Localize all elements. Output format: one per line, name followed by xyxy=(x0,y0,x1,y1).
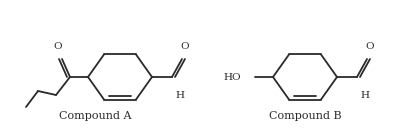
Text: O: O xyxy=(54,42,62,51)
Text: O: O xyxy=(181,42,189,51)
Text: H: H xyxy=(176,91,184,100)
Text: Compound B: Compound B xyxy=(269,111,341,121)
Text: O: O xyxy=(366,42,374,51)
Text: HO: HO xyxy=(223,72,241,82)
Text: H: H xyxy=(360,91,370,100)
Text: Compound A: Compound A xyxy=(59,111,131,121)
